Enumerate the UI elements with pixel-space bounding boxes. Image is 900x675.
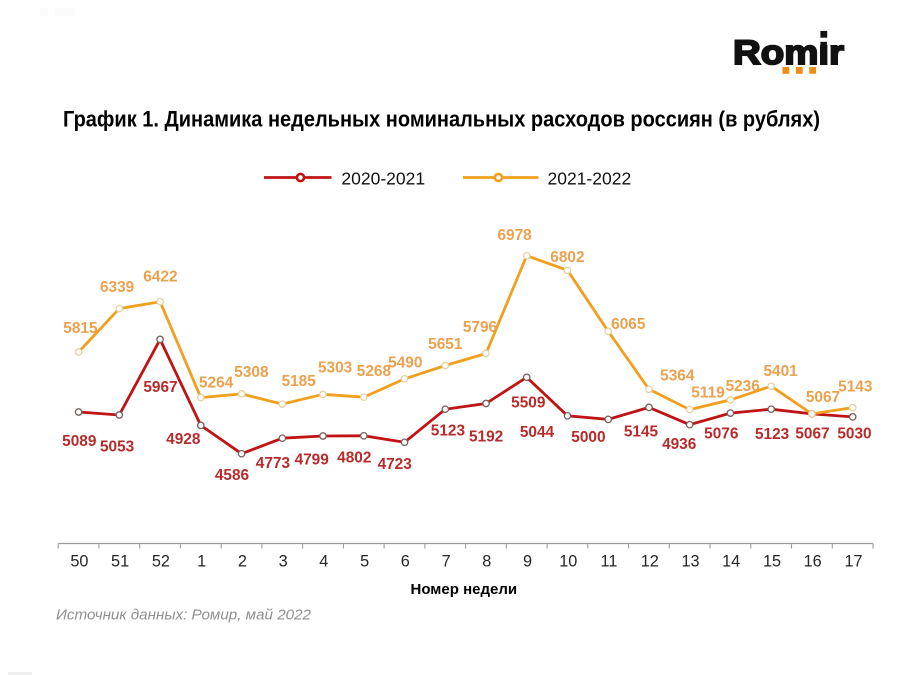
svg-text:7: 7 — [442, 553, 451, 571]
svg-text:5192: 5192 — [469, 428, 503, 445]
svg-text:6422: 6422 — [143, 268, 177, 285]
svg-text:5000: 5000 — [571, 429, 605, 446]
svg-text:3: 3 — [279, 553, 288, 571]
svg-text:4723: 4723 — [378, 456, 412, 473]
svg-text:5: 5 — [360, 553, 369, 571]
svg-text:1: 1 — [197, 553, 206, 571]
svg-text:Номер недели: Номер недели — [411, 581, 518, 598]
svg-text:6978: 6978 — [497, 227, 532, 244]
svg-text:5143: 5143 — [838, 379, 872, 396]
svg-text:14: 14 — [722, 553, 740, 571]
svg-text:5067: 5067 — [795, 425, 829, 442]
svg-text:5796: 5796 — [463, 319, 497, 336]
svg-text:8: 8 — [482, 553, 491, 571]
svg-text:График 1. Динамика недельных н: График 1. Динамика недельных номинальных… — [63, 106, 820, 131]
svg-text:4586: 4586 — [215, 467, 249, 484]
svg-text:16: 16 — [804, 553, 822, 571]
svg-text:Источник данных: Ромир, май 20: Источник данных: Ромир, май 2022 — [56, 606, 312, 623]
svg-text:5089: 5089 — [62, 433, 96, 450]
svg-text:5053: 5053 — [100, 438, 134, 455]
svg-text:2: 2 — [238, 553, 247, 571]
svg-text:5236: 5236 — [726, 378, 760, 395]
svg-text:5264: 5264 — [199, 374, 234, 391]
svg-text:5123: 5123 — [431, 423, 465, 440]
svg-text:5509: 5509 — [511, 394, 545, 411]
svg-text:5308: 5308 — [234, 364, 269, 381]
svg-text:5145: 5145 — [624, 423, 659, 440]
svg-text:4936: 4936 — [662, 436, 696, 453]
svg-text:15: 15 — [763, 553, 781, 571]
svg-text:6065: 6065 — [611, 316, 646, 333]
svg-text:4: 4 — [319, 553, 328, 571]
svg-text:50: 50 — [70, 553, 88, 571]
svg-text:5490: 5490 — [388, 355, 422, 372]
svg-text:5044: 5044 — [520, 424, 555, 441]
svg-text:13: 13 — [681, 553, 699, 571]
svg-text:2020-2021: 2020-2021 — [341, 168, 425, 188]
svg-text:5076: 5076 — [704, 425, 738, 442]
svg-text:5815: 5815 — [63, 320, 98, 337]
svg-text:4928: 4928 — [166, 431, 201, 448]
svg-text:5364: 5364 — [660, 367, 695, 384]
svg-text:5651: 5651 — [428, 336, 463, 353]
svg-text:2021-2022: 2021-2022 — [548, 168, 632, 188]
svg-text:5967: 5967 — [143, 379, 177, 396]
svg-text:4773: 4773 — [256, 455, 290, 472]
svg-text:5119: 5119 — [691, 385, 724, 402]
svg-text:10: 10 — [559, 553, 577, 571]
svg-text:5030: 5030 — [837, 425, 871, 442]
svg-text:6802: 6802 — [550, 249, 584, 266]
svg-text:51: 51 — [111, 553, 129, 571]
svg-text:52: 52 — [152, 553, 170, 571]
svg-text:5268: 5268 — [357, 363, 392, 380]
svg-text:9: 9 — [523, 553, 532, 571]
svg-text:6: 6 — [401, 553, 410, 571]
svg-text:5067: 5067 — [806, 389, 840, 406]
svg-text:12: 12 — [641, 553, 659, 571]
svg-text:17: 17 — [844, 553, 862, 571]
svg-text:5185: 5185 — [282, 373, 317, 390]
svg-text:5401: 5401 — [763, 363, 798, 380]
svg-text:4802: 4802 — [337, 450, 371, 467]
svg-text:5303: 5303 — [318, 360, 352, 377]
svg-text:4799: 4799 — [295, 451, 329, 468]
svg-text:6339: 6339 — [100, 279, 134, 296]
svg-text:5123: 5123 — [755, 426, 789, 443]
svg-text:11: 11 — [601, 553, 618, 571]
